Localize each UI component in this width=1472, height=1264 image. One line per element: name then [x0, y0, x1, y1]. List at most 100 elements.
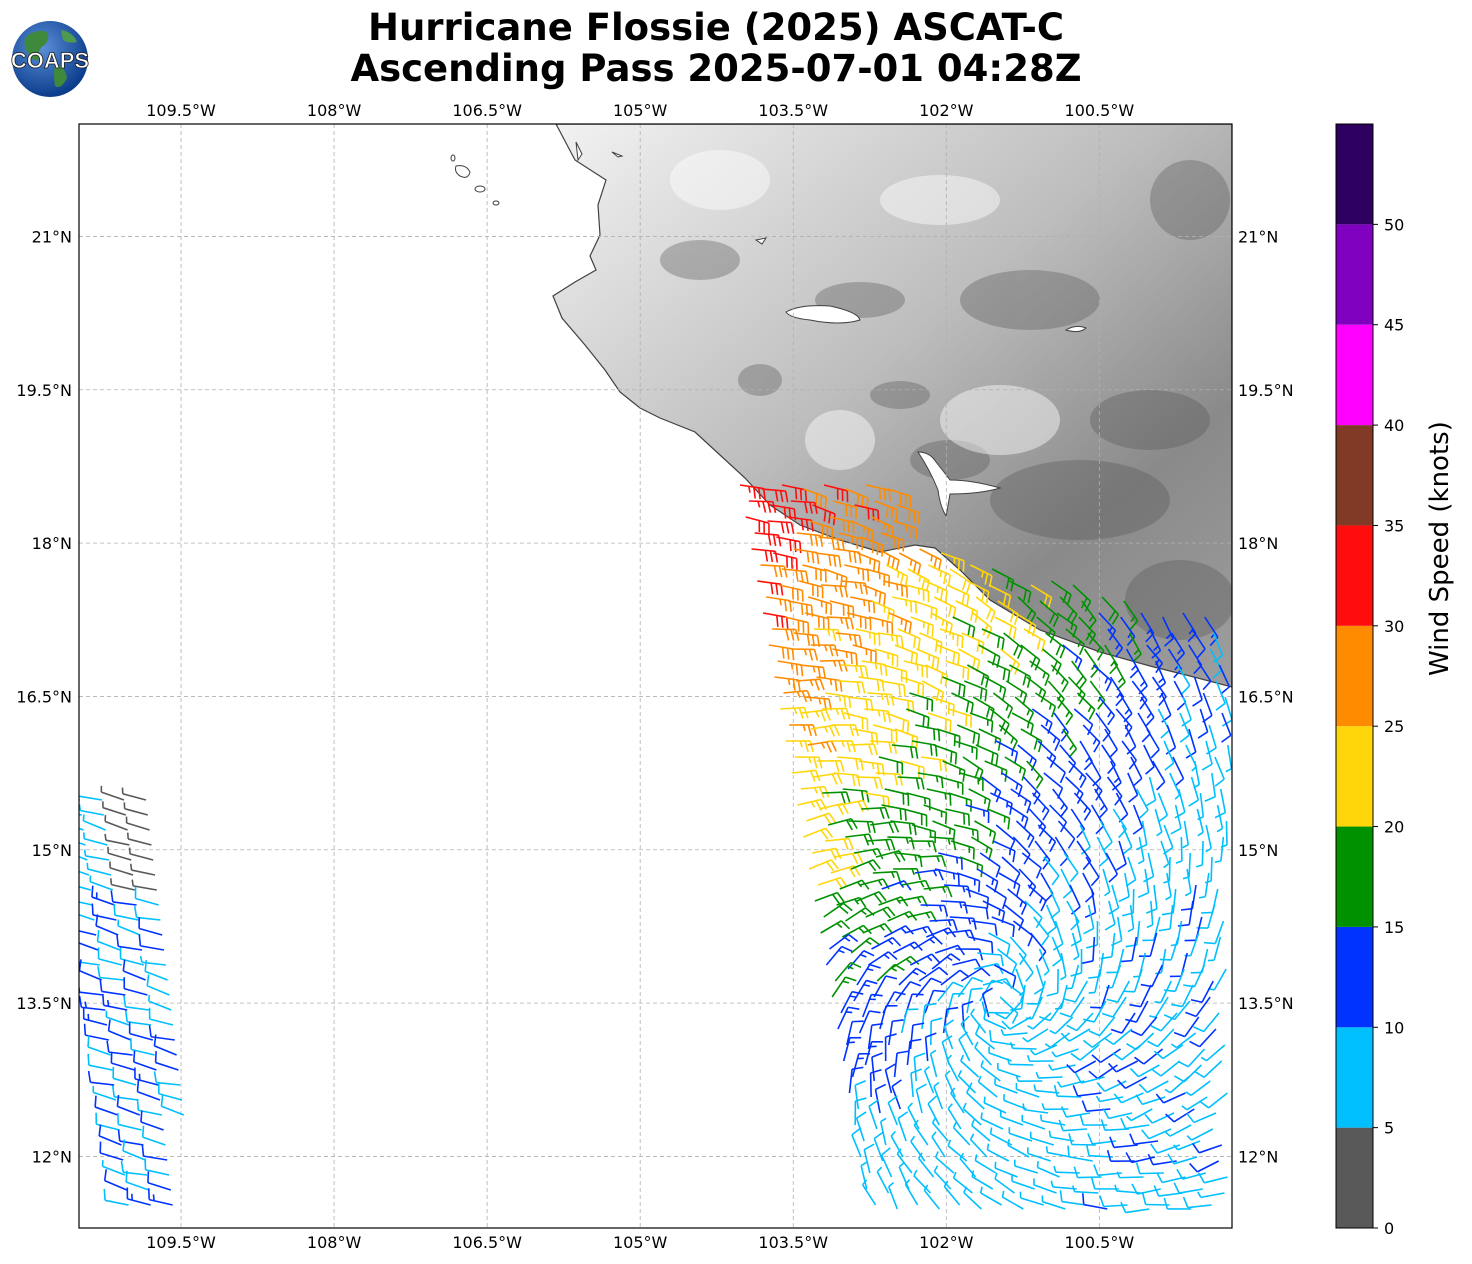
- wind-barb: [961, 1000, 974, 1030]
- wind-barb: [1129, 1064, 1160, 1078]
- wind-barb: [867, 951, 898, 966]
- wind-barb: [938, 852, 963, 870]
- wind-barb: [109, 861, 134, 876]
- colorbar-tick-label: 50: [1384, 215, 1404, 234]
- wind-barb: [832, 500, 857, 519]
- wind-barb: [97, 947, 123, 966]
- wind-barb: [833, 851, 864, 865]
- wind-barb: [931, 1131, 946, 1158]
- gridlines: [79, 124, 1232, 1228]
- wind-barb: [102, 801, 127, 816]
- wind-barb: [952, 1121, 971, 1146]
- wind-barb: [104, 815, 128, 831]
- wind-barb: [79, 959, 102, 981]
- wind-barb: [1172, 756, 1185, 787]
- wind-barb: [1094, 788, 1108, 819]
- wind-barb: [1052, 920, 1064, 951]
- wind-barb: [1071, 660, 1087, 690]
- wind-barb: [768, 644, 795, 661]
- wind-barb: [835, 632, 863, 647]
- wind-barb: [940, 552, 965, 573]
- wind-barb: [1145, 776, 1157, 807]
- wind-barb: [1082, 1032, 1113, 1048]
- lat-tick-label: 13.5°N: [16, 994, 72, 1013]
- wind-barb: [876, 963, 905, 982]
- wind-barb: [834, 961, 862, 982]
- wind-barb: [133, 906, 161, 921]
- wind-barb: [862, 922, 893, 934]
- wind-barb: [786, 740, 814, 753]
- wind-barb: [1182, 820, 1190, 849]
- wind-barb: [1101, 596, 1120, 625]
- wind-barb: [1082, 1000, 1107, 1023]
- wind-barb: [1134, 1048, 1164, 1065]
- wind-barb: [864, 708, 892, 723]
- wind-barb: [1052, 788, 1068, 818]
- wind-barb: [961, 632, 985, 655]
- wind-barb: [1029, 660, 1050, 687]
- wind-barb: [949, 568, 972, 594]
- wind-barb: [981, 1001, 1010, 1014]
- wind-barb: [1005, 680, 1028, 706]
- wind-barb: [873, 1131, 885, 1162]
- wind-barb: [1039, 600, 1059, 628]
- wind-barb: [1018, 952, 1034, 982]
- wind-barb: [985, 884, 1007, 910]
- wind-barb: [945, 660, 970, 680]
- plot-title-line2: Ascending Pass 2025-07-01 04:28Z: [350, 47, 1082, 90]
- wind-barb: [1073, 1166, 1102, 1179]
- wind-barb: [820, 584, 849, 598]
- wind-barb: [867, 1022, 884, 1050]
- wind-barb: [92, 1086, 117, 1101]
- wind-barb: [1225, 744, 1232, 773]
- wind-barb: [789, 724, 818, 737]
- wind-barb: [104, 833, 130, 846]
- wind-barb: [983, 1096, 1007, 1114]
- colorbar-bin: [1336, 324, 1373, 426]
- wind-barb: [110, 890, 137, 906]
- wind-barb: [855, 776, 883, 789]
- wind-barb: [1107, 628, 1124, 658]
- wind-barb: [1081, 936, 1096, 965]
- wind-barb: [1193, 1060, 1223, 1079]
- wind-barb: [1218, 664, 1231, 695]
- wind-barb: [1192, 1142, 1223, 1154]
- wind-barb: [113, 903, 139, 921]
- wind-barb: [1203, 920, 1225, 945]
- wind-barb: [917, 1152, 935, 1178]
- wind-barb: [925, 664, 949, 687]
- wind-barb: [1104, 728, 1118, 759]
- wind-barb: [936, 644, 960, 666]
- wind-barb: [969, 712, 994, 733]
- wind-barb: [102, 993, 128, 1011]
- wind-barb: [1151, 1060, 1181, 1077]
- wind-barb: [883, 580, 908, 598]
- wind-barb: [1108, 1060, 1139, 1073]
- wind-barb: [1036, 1161, 1060, 1178]
- wind-barb: [1118, 872, 1130, 903]
- wind-barb: [952, 616, 976, 639]
- wind-barb: [951, 692, 974, 715]
- wind-barb: [999, 1110, 1024, 1126]
- wind-barb: [923, 1066, 935, 1094]
- wind-barb: [1030, 1044, 1058, 1056]
- wind-barb: [891, 744, 919, 759]
- wind-barb: [116, 1094, 141, 1116]
- colorbar-bin: [1336, 124, 1373, 225]
- wind-barb: [1050, 1180, 1077, 1190]
- land-terrain: [552, 124, 1232, 688]
- wind-barb: [130, 1038, 155, 1056]
- wind-barb: [806, 812, 837, 825]
- wind-barb: [1169, 772, 1181, 800]
- wind-barb: [1153, 1044, 1184, 1060]
- wind-barb: [125, 1170, 150, 1191]
- wind-barb: [1143, 744, 1155, 775]
- wind-barb: [986, 1143, 1010, 1162]
- wind-barb: [1009, 664, 1032, 688]
- wind-barb: [1034, 692, 1057, 718]
- wind-barb: [855, 628, 881, 646]
- wind-barb: [1165, 872, 1172, 901]
- wind-barb: [865, 568, 890, 588]
- wind-barb: [136, 1080, 161, 1101]
- wind-barb: [883, 925, 914, 938]
